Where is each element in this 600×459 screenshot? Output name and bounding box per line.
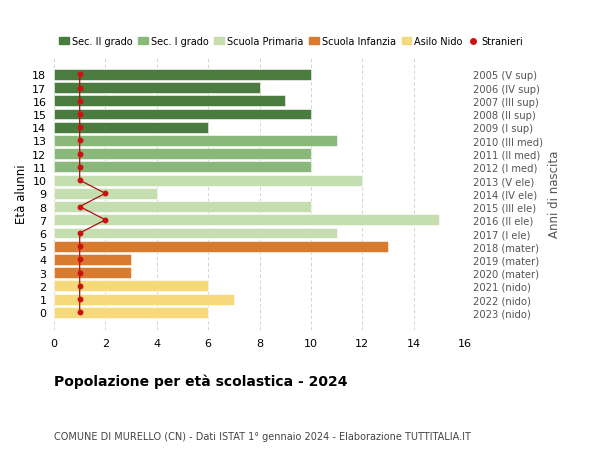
Bar — [54, 189, 157, 199]
Legend: Sec. II grado, Sec. I grado, Scuola Primaria, Scuola Infanzia, Asilo Nido, Stran: Sec. II grado, Sec. I grado, Scuola Prim… — [59, 37, 523, 47]
Point — [75, 230, 85, 237]
Point — [75, 164, 85, 171]
Bar — [54, 175, 362, 186]
Point — [75, 98, 85, 105]
Point — [75, 85, 85, 92]
Bar — [54, 83, 260, 94]
Point — [75, 111, 85, 118]
Bar — [54, 136, 337, 146]
Point — [101, 217, 110, 224]
Y-axis label: Età alunni: Età alunni — [15, 164, 28, 224]
Bar — [54, 294, 234, 305]
Bar — [54, 202, 311, 213]
Bar — [54, 281, 208, 291]
Bar — [54, 149, 311, 160]
Bar — [54, 241, 388, 252]
Point — [75, 309, 85, 316]
Point — [75, 124, 85, 132]
Point — [75, 151, 85, 158]
Bar — [54, 268, 131, 279]
Y-axis label: Anni di nascita: Anni di nascita — [548, 151, 561, 237]
Point — [75, 269, 85, 277]
Text: Popolazione per età scolastica - 2024: Popolazione per età scolastica - 2024 — [54, 373, 347, 388]
Point — [75, 283, 85, 290]
Text: COMUNE DI MURELLO (CN) - Dati ISTAT 1° gennaio 2024 - Elaborazione TUTTITALIA.IT: COMUNE DI MURELLO (CN) - Dati ISTAT 1° g… — [54, 431, 471, 441]
Bar — [54, 228, 337, 239]
Bar — [54, 109, 311, 120]
Point — [75, 72, 85, 79]
Bar — [54, 162, 311, 173]
Bar — [54, 70, 311, 81]
Point — [75, 243, 85, 250]
Point — [75, 296, 85, 303]
Bar — [54, 123, 208, 134]
Point — [75, 203, 85, 211]
Bar — [54, 254, 131, 265]
Point — [75, 177, 85, 185]
Bar — [54, 215, 439, 226]
Bar — [54, 96, 285, 107]
Point — [75, 138, 85, 145]
Bar — [54, 307, 208, 318]
Point — [101, 190, 110, 197]
Point — [75, 256, 85, 263]
